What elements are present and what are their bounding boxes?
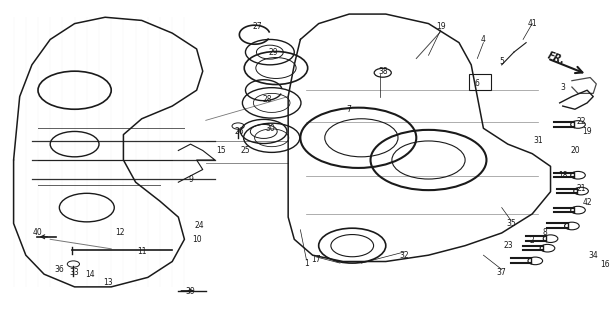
Text: 31: 31 bbox=[533, 136, 543, 146]
Text: 18: 18 bbox=[558, 172, 568, 180]
Text: 3: 3 bbox=[560, 83, 565, 92]
Text: 40: 40 bbox=[33, 228, 43, 237]
Text: 4: 4 bbox=[481, 35, 486, 44]
Text: 41: 41 bbox=[527, 19, 537, 28]
Text: 10: 10 bbox=[192, 235, 202, 244]
Text: 2: 2 bbox=[530, 236, 535, 245]
Text: 23: 23 bbox=[503, 241, 512, 250]
Text: 17: 17 bbox=[311, 255, 321, 264]
Text: 1: 1 bbox=[304, 259, 309, 268]
Text: 36: 36 bbox=[55, 265, 64, 274]
Text: 37: 37 bbox=[497, 268, 506, 277]
Text: 42: 42 bbox=[582, 198, 592, 207]
Text: 22: 22 bbox=[576, 117, 586, 126]
Text: 32: 32 bbox=[399, 251, 409, 260]
Text: 11: 11 bbox=[137, 247, 147, 257]
Text: 19: 19 bbox=[436, 22, 446, 31]
Text: 20: 20 bbox=[570, 146, 580, 155]
Text: 7: 7 bbox=[347, 105, 352, 114]
Text: 21: 21 bbox=[576, 184, 586, 193]
Text: 28: 28 bbox=[262, 95, 272, 104]
Text: 34: 34 bbox=[588, 251, 598, 260]
Text: FR.: FR. bbox=[546, 51, 567, 66]
Text: 13: 13 bbox=[104, 278, 113, 287]
Text: 16: 16 bbox=[601, 260, 611, 269]
Text: 30: 30 bbox=[265, 124, 275, 133]
Text: 5: 5 bbox=[499, 57, 504, 66]
Text: 24: 24 bbox=[195, 220, 205, 229]
Text: 39: 39 bbox=[186, 287, 196, 296]
Text: 25: 25 bbox=[241, 146, 250, 155]
Text: 6: 6 bbox=[475, 79, 480, 88]
Text: 19: 19 bbox=[582, 127, 592, 136]
Text: 33: 33 bbox=[70, 268, 80, 277]
Text: 15: 15 bbox=[216, 146, 226, 155]
Text: 12: 12 bbox=[116, 228, 125, 237]
Text: 9: 9 bbox=[188, 174, 193, 184]
Text: 8: 8 bbox=[542, 228, 547, 237]
Text: 26: 26 bbox=[235, 127, 244, 136]
Text: 35: 35 bbox=[506, 219, 516, 228]
Text: 27: 27 bbox=[253, 22, 262, 31]
Text: 29: 29 bbox=[268, 48, 278, 57]
Text: 14: 14 bbox=[85, 270, 94, 279]
Text: 38: 38 bbox=[378, 67, 387, 76]
